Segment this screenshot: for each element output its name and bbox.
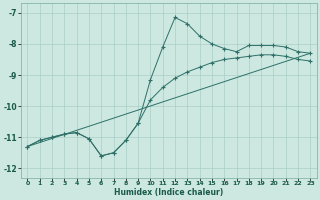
- X-axis label: Humidex (Indice chaleur): Humidex (Indice chaleur): [114, 188, 224, 197]
